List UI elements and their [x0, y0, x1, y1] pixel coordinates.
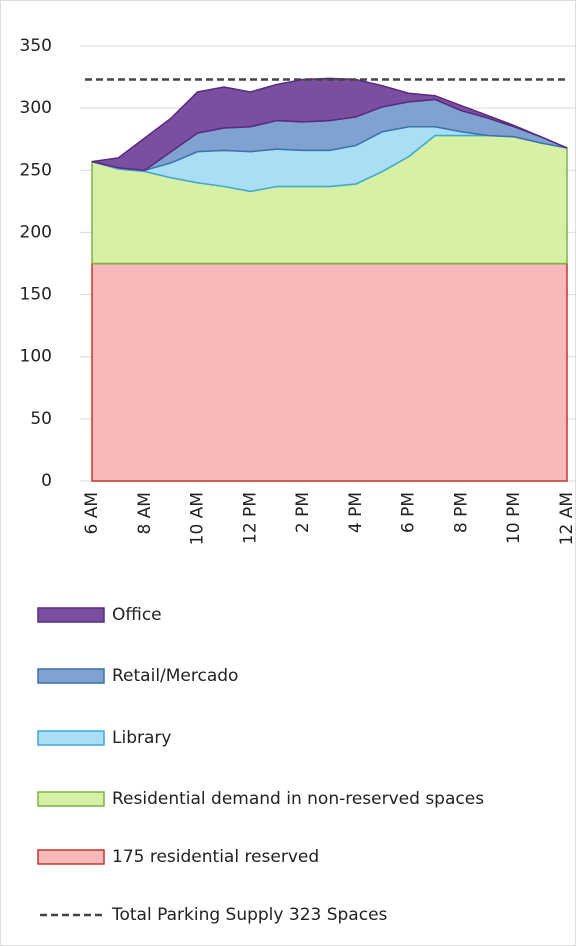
legend-label: Retail/Mercado	[112, 666, 238, 686]
legend-swatch	[37, 668, 105, 684]
y-tick-label: 100	[20, 347, 52, 367]
x-tick-label: 12 AM	[557, 492, 576, 545]
y-tick-label: 150	[20, 285, 52, 305]
x-tick-label: 6 PM	[399, 492, 419, 533]
x-tick-label: 6 AM	[82, 492, 102, 535]
legend-swatch	[37, 791, 105, 807]
y-tick-label: 200	[20, 222, 52, 242]
y-tick-label: 50	[30, 409, 52, 429]
legend-swatch	[37, 849, 105, 865]
x-tick-label: 8 PM	[451, 492, 471, 533]
legend-label: Library	[112, 728, 171, 748]
y-tick-label: 250	[20, 160, 52, 180]
y-tick-label: 300	[20, 98, 52, 118]
area	[91, 77, 568, 172]
y-tick-label: 0	[41, 471, 52, 491]
x-tick-label: 10 AM	[188, 492, 208, 545]
x-tick-label: 2 PM	[293, 492, 313, 533]
x-tick-label: 12 PM	[240, 492, 260, 544]
legend-swatch	[37, 730, 105, 746]
area	[91, 262, 568, 482]
legend-swatch	[37, 607, 105, 623]
y-tick-label: 350	[20, 36, 52, 56]
x-tick-label: 8 AM	[135, 492, 155, 535]
legend-label: Residential demand in non-reserved space…	[112, 789, 484, 809]
x-tick-label: 10 PM	[504, 492, 524, 544]
legend-label: Total Parking Supply 323 Spaces	[111, 905, 388, 925]
legend-label: Office	[112, 605, 162, 625]
legend-label: 175 residential reserved	[112, 847, 319, 867]
x-tick-label: 4 PM	[346, 492, 366, 533]
